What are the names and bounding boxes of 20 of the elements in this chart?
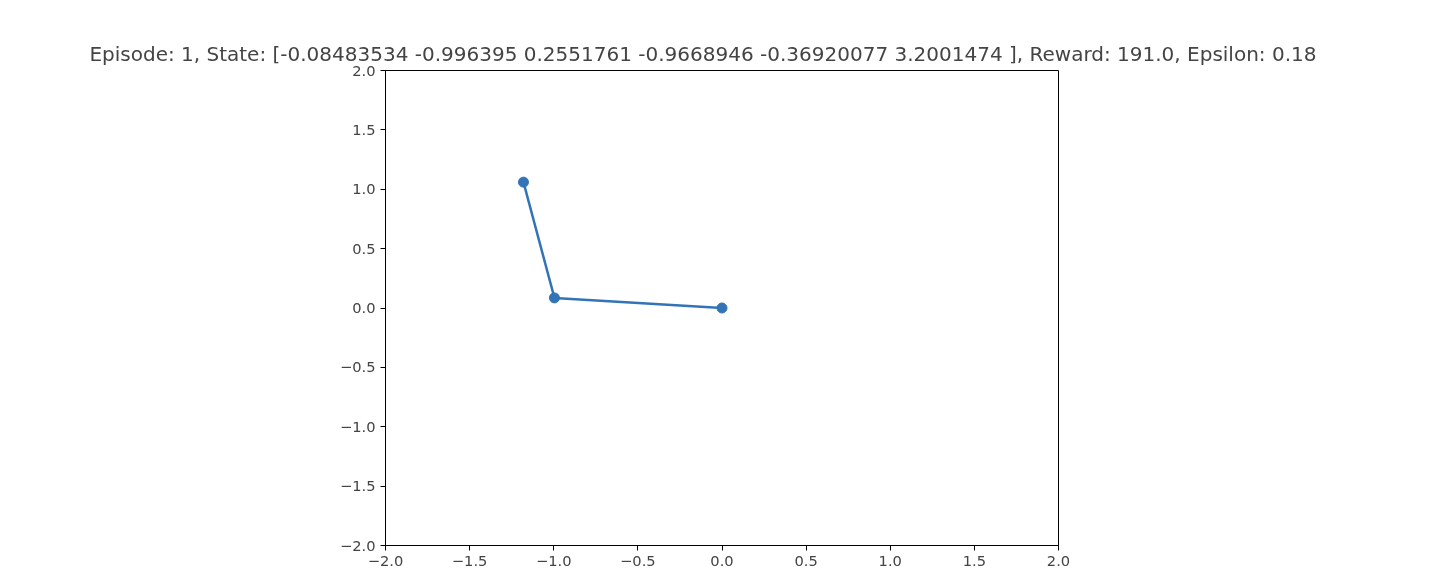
y-tick-label: −1.5 — [339, 477, 376, 495]
x-tick-label: 2.0 — [1046, 551, 1071, 569]
y-tick-label: −2.0 — [339, 536, 376, 554]
x-tick-label: −2.0 — [367, 551, 404, 569]
x-tick-label: 0.0 — [710, 551, 734, 569]
x-tick-label: −0.5 — [620, 551, 656, 569]
x-tick-label: 1.5 — [962, 551, 987, 569]
y-tick-label: 0.5 — [352, 239, 376, 257]
point — [517, 176, 529, 188]
x-tick-label: −1.5 — [451, 551, 488, 569]
x-tick-label: 0.5 — [794, 551, 818, 569]
point — [716, 302, 728, 314]
y-tick-label: −0.5 — [339, 358, 376, 376]
y-tick-label: 0.0 — [352, 299, 376, 316]
y-tick-label: −1.0 — [339, 417, 376, 435]
y-tick-label: 1.0 — [352, 180, 376, 198]
y-tick-label: 1.5 — [352, 120, 376, 138]
point — [548, 292, 560, 304]
x-tick-label: 1.0 — [878, 551, 902, 569]
x-tick-label: −1.0 — [535, 551, 572, 569]
